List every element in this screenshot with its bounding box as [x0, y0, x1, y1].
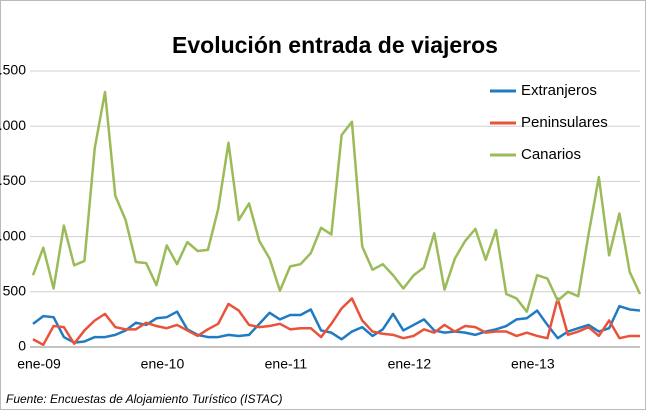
- y-tick-label: 2.500: [0, 62, 26, 78]
- y-tick-label: 1.500: [0, 172, 26, 188]
- x-tick-label: ene-13: [511, 356, 555, 372]
- y-tick-label: 1.000: [0, 227, 26, 243]
- y-tick-label: 2.000: [0, 117, 26, 133]
- y-tick-label: 500: [3, 283, 27, 299]
- x-tick-label: ene-09: [17, 356, 61, 372]
- legend-label: Peninsulares: [521, 114, 608, 131]
- chart-title: Evolución entrada de viajeros: [172, 32, 498, 58]
- series-line: [32, 304, 641, 344]
- x-tick-label: ene-11: [265, 356, 308, 372]
- source-note: Fuente: Encuestas de Alojamiento Turísti…: [6, 392, 283, 406]
- series-line: [31, 90, 642, 313]
- y-tick-label: 0: [18, 338, 26, 354]
- legend-label: Canarios: [521, 146, 581, 163]
- x-tick-label: ene-10: [141, 356, 185, 372]
- series-line: [32, 297, 640, 347]
- x-tick-label: ene-12: [388, 356, 432, 372]
- legend-label: Extranjeros: [521, 82, 597, 99]
